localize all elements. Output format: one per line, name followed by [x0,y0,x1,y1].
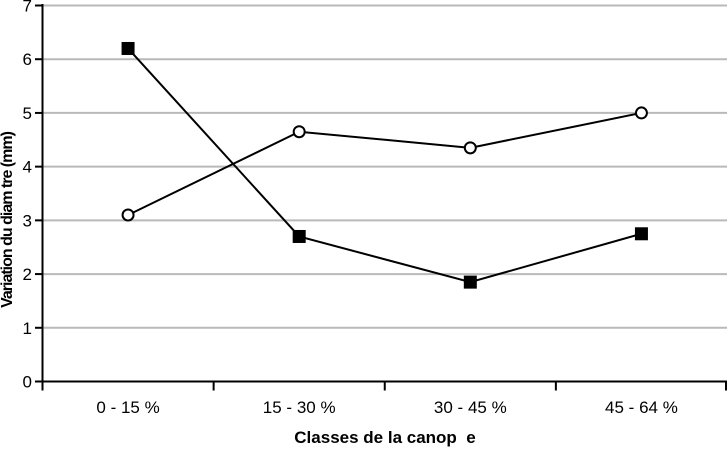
label-layer: 0 1 2 3 4 5 6 7 0 - 15 % 15 - 30 % 30 - 45 % 45 - 6… [23,0,678,417]
grid-layer [43,4,727,329]
x-tick-label: 0 - 15 % [96,398,159,417]
y-tick-label: 2 [23,265,32,284]
y-tick-label: 6 [23,50,32,69]
y-tick-label: 4 [23,158,32,177]
marker-circle [292,125,306,139]
marker-circle [463,141,477,155]
x-tick-label: 30 - 45 % [434,398,507,417]
y-tick-label: 0 [23,373,32,392]
x-axis-title: Classes de la canop e [294,428,475,447]
series-layer [121,41,648,289]
y-tick-label: 5 [23,104,32,123]
marker-circle [634,106,648,120]
y-tick-label: 3 [23,211,32,230]
y-axis-title: Variation du diam tre (mm) [0,131,16,307]
y-tick-label: 1 [23,319,32,338]
series-line-open-circles [127,111,642,216]
series-line-filled-squares [127,47,642,284]
marker-circle [121,208,135,222]
x-tick-label: 45 - 64 % [605,398,678,417]
axis-layer [35,4,727,391]
marker-square [634,227,648,241]
marker-square [292,229,306,243]
marker-square [463,275,477,289]
x-tick-label: 15 - 30 % [263,398,336,417]
marker-square [121,41,135,55]
y-tick-label: 7 [23,0,32,16]
